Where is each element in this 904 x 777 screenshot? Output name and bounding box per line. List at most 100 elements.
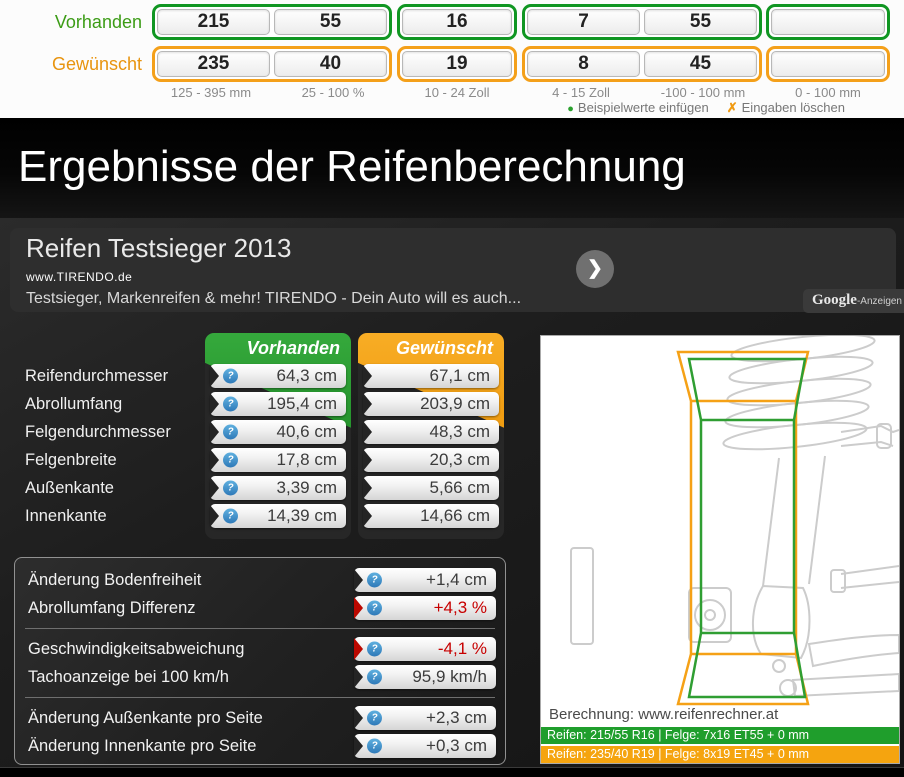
results-title-band: Ergebnisse der Reifenberechnung 2: Ergeb… bbox=[0, 118, 904, 320]
change-row-geschwindigkeitsabweichung: Geschwindigkeitsabweichung ? -4,1 % bbox=[15, 635, 505, 663]
input-group-vorhanden-spurplatten bbox=[766, 4, 890, 40]
green-dot-icon: ● bbox=[567, 103, 574, 115]
gewuenscht-summary-bar: Reifen: 235/40 R19 | Felge: 8x19 ET45 + … bbox=[541, 746, 899, 763]
notch-icon bbox=[354, 569, 363, 591]
input-gewuenscht-felgendurchmesser[interactable] bbox=[402, 51, 512, 77]
suspension-sketch-icon bbox=[570, 336, 899, 698]
value-vorhanden-abrollumfang: ? 195,4 cm bbox=[210, 392, 346, 416]
insert-example-values-link[interactable]: ● Beispielwerte einfügen bbox=[567, 100, 709, 115]
input-vorhanden-felgendurchmesser[interactable] bbox=[402, 9, 512, 35]
ad-description: Testsieger, Markenreifen & mehr! TIRENDO… bbox=[26, 290, 522, 307]
value-gewuenscht-felgendurchmesser: 48,3 cm bbox=[363, 420, 499, 444]
tire-input-form: Vorhanden Gewünscht 125 - 395 mm 25 - 10… bbox=[0, 0, 904, 118]
ad-arrow-button[interactable]: ❯ bbox=[576, 250, 614, 288]
input-gewuenscht-felgenbreite[interactable] bbox=[527, 51, 640, 77]
help-icon[interactable]: ? bbox=[367, 572, 382, 588]
change-row-aussenkante: Änderung Außenkante pro Seite ? +2,3 cm bbox=[15, 704, 505, 732]
help-icon[interactable]: ? bbox=[223, 396, 238, 412]
column-vorhanden: Vorhanden ? 64,3 cm ? 195,4 cm ? 40,6 cm ? 1… bbox=[205, 333, 351, 539]
vorhanden-column-header: Vorhanden bbox=[246, 338, 340, 358]
value-gewuenscht-felgenbreite: 20,3 cm bbox=[363, 448, 499, 472]
change-row-innenkante: Änderung Innenkante pro Seite ? +0,3 cm bbox=[15, 732, 505, 760]
range-einpresstiefe: -100 - 100 mm bbox=[660, 85, 746, 100]
notch-icon bbox=[210, 365, 219, 387]
result-label-innenkante: Innenkante bbox=[25, 507, 107, 525]
notch-icon bbox=[363, 449, 372, 471]
result-label-felgendurchmesser: Felgendurchmesser bbox=[25, 423, 171, 441]
value-aenderung-innenkante: ? +0,3 cm bbox=[354, 734, 496, 758]
help-icon[interactable]: ? bbox=[367, 600, 382, 616]
ad-banner[interactable]: Reifen Testsieger 2013 www.TIRENDO.de Te… bbox=[10, 228, 896, 312]
tire-diagram-panel: Berechnung: www.reifenrechner.at Reifen:… bbox=[540, 335, 900, 764]
notch-icon bbox=[354, 597, 363, 619]
input-group-gewuenscht-felge-zoll bbox=[397, 46, 517, 82]
result-label-felgenbreite: Felgenbreite bbox=[25, 451, 117, 469]
input-vorhanden-reifenbreite[interactable] bbox=[157, 9, 270, 35]
value-aenderung-aussenkante: ? +2,3 cm bbox=[354, 706, 496, 730]
input-group-vorhanden-felge-zoll bbox=[397, 4, 517, 40]
input-vorhanden-spurplatten[interactable] bbox=[771, 9, 885, 35]
range-spurplatten: 0 - 100 mm bbox=[795, 85, 861, 100]
input-vorhanden-querschnitt[interactable] bbox=[274, 9, 387, 35]
notch-icon bbox=[354, 735, 363, 757]
input-gewuenscht-querschnitt[interactable] bbox=[274, 51, 387, 77]
notch-icon bbox=[210, 449, 219, 471]
input-vorhanden-felgenbreite[interactable] bbox=[527, 9, 640, 35]
value-geschwindigkeitsabweichung: ? -4,1 % bbox=[354, 637, 496, 661]
notch-icon bbox=[363, 505, 372, 527]
help-icon[interactable]: ? bbox=[223, 480, 238, 496]
google-ads-badge[interactable]: Google-Anzeigen bbox=[802, 289, 904, 313]
help-icon[interactable]: ? bbox=[223, 452, 238, 468]
notch-icon bbox=[210, 477, 219, 499]
notch-icon bbox=[363, 421, 372, 443]
ad-title-link[interactable]: Reifen Testsieger 2013 bbox=[26, 233, 292, 263]
value-vorhanden-aussenkante: ? 3,39 cm bbox=[210, 476, 346, 500]
help-icon[interactable]: ? bbox=[223, 508, 238, 524]
vorhanden-summary-bar: Reifen: 215/55 R16 | Felge: 7x16 ET55 + … bbox=[541, 727, 899, 744]
row-label-gewuenscht: Gewünscht bbox=[51, 54, 142, 74]
input-gewuenscht-einpresstiefe[interactable] bbox=[644, 51, 757, 77]
value-vorhanden-innenkante: ? 14,39 cm bbox=[210, 504, 346, 528]
change-row-abrollumfang-differenz: Abrollumfang Differenz ? +4,3 % bbox=[15, 594, 505, 622]
value-vorhanden-felgenbreite: ? 17,8 cm bbox=[210, 448, 346, 472]
input-vorhanden-einpresstiefe[interactable] bbox=[644, 9, 757, 35]
notch-icon bbox=[210, 393, 219, 415]
value-tachoanzeige: ? 95,9 km/h bbox=[354, 665, 496, 689]
notch-icon bbox=[354, 666, 363, 688]
range-reifenbreite: 125 - 395 mm bbox=[170, 85, 252, 100]
result-label-abrollumfang: Abrollumfang bbox=[25, 395, 123, 413]
input-gewuenscht-reifenbreite[interactable] bbox=[157, 51, 270, 77]
value-gewuenscht-abrollumfang: 203,9 cm bbox=[363, 392, 499, 416]
input-group-gewuenscht-felge bbox=[522, 46, 762, 82]
changes-box: Änderung Bodenfreiheit ? +1,4 cm Abrollum… bbox=[14, 557, 506, 765]
value-abrollumfang-differenz: ? +4,3 % bbox=[354, 596, 496, 620]
result-label-aussenkante: Außenkante bbox=[25, 479, 114, 497]
notch-icon bbox=[354, 707, 363, 729]
help-icon[interactable]: ? bbox=[367, 710, 382, 726]
clear-inputs-link[interactable]: ✗ Eingaben löschen bbox=[726, 100, 845, 115]
change-row-tachoanzeige: Tachoanzeige bei 100 km/h ? 95,9 km/h bbox=[15, 663, 505, 691]
value-gewuenscht-aussenkante: 5,66 cm bbox=[363, 476, 499, 500]
notch-icon bbox=[363, 365, 372, 387]
divider bbox=[25, 697, 495, 698]
help-icon[interactable]: ? bbox=[367, 738, 382, 754]
value-bodenfreiheit: ? +1,4 cm bbox=[354, 568, 496, 592]
vorhanden-tire-outline bbox=[687, 357, 807, 699]
calculation-credit: Berechnung: www.reifenrechner.at bbox=[549, 706, 779, 723]
clear-cross-icon: ✗ bbox=[726, 100, 738, 115]
range-felgendurchmesser: 10 - 24 Zoll bbox=[424, 85, 490, 100]
form-links: ● Beispielwerte einfügen ✗ Eingaben lösche… bbox=[567, 100, 845, 116]
input-group-gewuenscht-reifen bbox=[152, 46, 392, 82]
notch-icon bbox=[210, 421, 219, 443]
input-gewuenscht-spurplatten[interactable] bbox=[771, 51, 885, 77]
row-label-vorhanden: Vorhanden bbox=[54, 12, 142, 32]
help-icon[interactable]: ? bbox=[223, 368, 238, 384]
help-icon[interactable]: ? bbox=[367, 669, 382, 685]
column-gewuenscht: Gewünscht 67,1 cm 203,9 cm 48,3 cm 20,3 … bbox=[358, 333, 504, 539]
change-row-bodenfreiheit: Änderung Bodenfreiheit ? +1,4 cm bbox=[15, 566, 505, 594]
notch-icon bbox=[363, 393, 372, 415]
google-logo: Google bbox=[811, 292, 857, 308]
help-icon[interactable]: ? bbox=[367, 641, 382, 657]
help-icon[interactable]: ? bbox=[223, 424, 238, 440]
input-group-vorhanden-felge bbox=[522, 4, 762, 40]
